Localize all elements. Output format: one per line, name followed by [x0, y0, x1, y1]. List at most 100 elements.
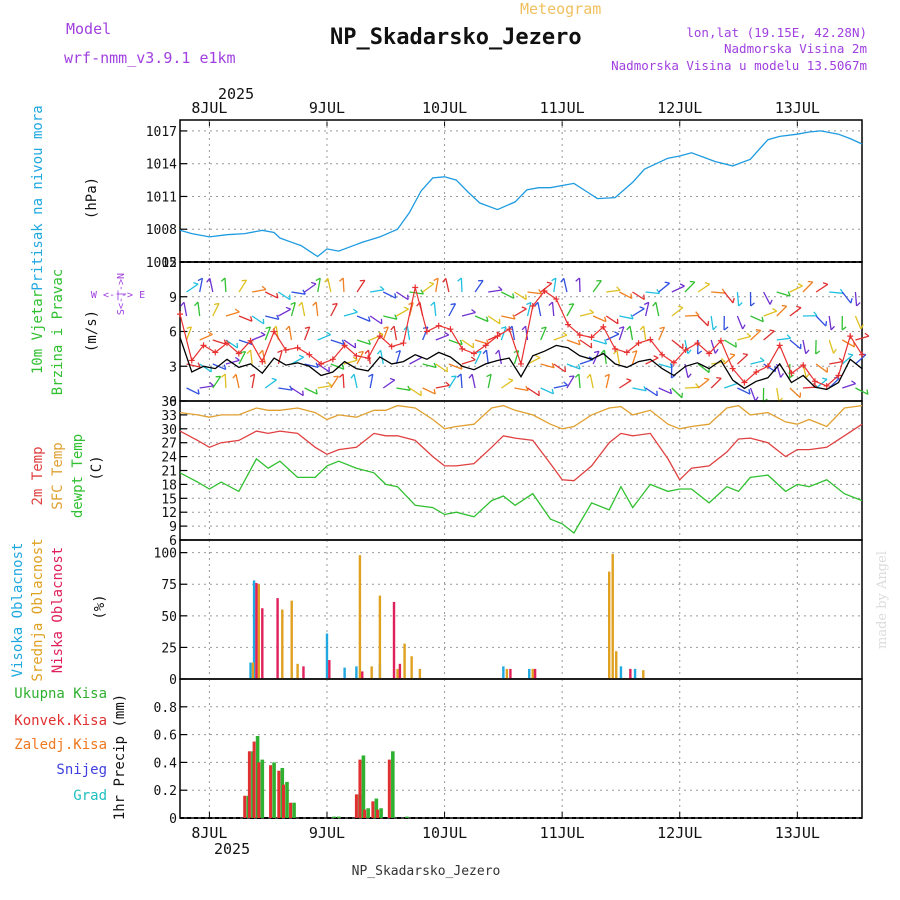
wind-gust-marker [447, 326, 454, 333]
wind-barb [579, 312, 594, 317]
wind-barb [563, 278, 568, 293]
wind-gust-marker [588, 334, 595, 341]
wind-barb [448, 339, 463, 346]
precip-bar-conv [282, 784, 286, 818]
wind-barb-tick [805, 349, 810, 355]
wind-barb-tick [562, 332, 568, 336]
wind-gust-marker [482, 342, 489, 349]
wind-barb [186, 283, 199, 293]
wind-barb [605, 374, 610, 389]
wind-barb-tick [781, 304, 787, 307]
footer-station: NP_Skadarsko_Jezero [352, 864, 501, 879]
wind-barb-tick [616, 286, 621, 291]
wind-barb-tick [626, 325, 631, 331]
wind-barb [301, 302, 306, 317]
cloud-bar-mid [290, 600, 293, 679]
cloud-bar-low [255, 582, 258, 679]
wind-barb-tick [459, 339, 463, 345]
cloud-bar-high [252, 580, 256, 679]
precip-bar-total [405, 816, 409, 818]
wind-barb [643, 326, 647, 341]
temp-ytick-label: 6 [169, 534, 177, 549]
wind-barb [212, 363, 226, 371]
wind-barb [317, 363, 330, 373]
wind-barb [225, 359, 240, 365]
wind-gust-marker [823, 382, 830, 389]
wind-barb [723, 354, 736, 365]
wind-barb-tick [643, 294, 645, 300]
wind-barb [671, 339, 684, 350]
wind-barb [303, 326, 311, 341]
wind-barb-tick [780, 373, 785, 378]
wind-barb-tick [220, 277, 226, 282]
wind-gust-marker [376, 333, 383, 340]
wind-barb-tick [180, 301, 185, 307]
wind-barb [330, 363, 345, 370]
precip-bar-total [336, 816, 341, 818]
wind-barb-tick [526, 301, 532, 306]
precip-ytick-label: 0.8 [154, 701, 177, 716]
wind-gust-marker [682, 347, 689, 354]
wind-barb-tick [271, 377, 277, 381]
wind-barbs [180, 277, 870, 403]
wind-barb-tick [677, 305, 684, 309]
wind-barb [619, 315, 634, 320]
wind-barb [445, 278, 450, 293]
precip-legend-conv: Konvek.Kisa [14, 713, 107, 729]
wind-gust-marker [224, 340, 231, 347]
wind-barb-tick [376, 349, 382, 355]
wind-barb [658, 363, 673, 369]
cloud-bar-high [249, 662, 252, 679]
wind-barb [763, 291, 771, 305]
wind-barb [684, 339, 689, 354]
pressure-ytick-label: 1005 [146, 256, 177, 271]
cloud-bar-low [361, 671, 364, 679]
wind-barb-tick [707, 320, 710, 326]
wind-barb [724, 382, 738, 389]
cloud-bar-mid [378, 595, 382, 679]
wind-barb-tick [687, 349, 692, 355]
wind-barb [697, 378, 710, 389]
wind-barb-tick [512, 293, 515, 299]
wind-barb [527, 357, 541, 365]
wind-gust-marker [400, 340, 407, 347]
wind-barb-tick [276, 293, 279, 299]
cloud-bar-mid [396, 668, 399, 679]
wind-barb-tick [223, 364, 227, 370]
wind-barb-tick [433, 362, 437, 368]
wind-barb [658, 387, 672, 395]
wind-barb [343, 311, 358, 317]
precip-bar-conv [269, 765, 273, 818]
wind-barb [553, 384, 568, 389]
wind-gust-marker [318, 360, 325, 367]
wind-barb-tick [352, 308, 358, 313]
wind-barb [776, 291, 791, 297]
wind-barb [789, 339, 802, 350]
wind-barb [815, 363, 828, 373]
wind-barb [471, 374, 476, 389]
wind-barb [435, 334, 450, 341]
wind-barb [736, 354, 749, 365]
wind-barb-tick [593, 350, 600, 354]
precip-ytick-label: 0 [169, 812, 177, 827]
bottom-tick-label: 13JUL [775, 824, 820, 842]
cloud-bar-low [533, 668, 537, 679]
coords-text: lon,lat (19.15E, 42.28N) [686, 25, 867, 40]
wind-barb [461, 339, 474, 349]
wind-ytick-label: 3 [169, 360, 177, 375]
wind-barb [435, 384, 450, 389]
wind-barb-tick [600, 349, 605, 355]
wind-barb [579, 339, 592, 349]
cloud-bar-high [633, 668, 637, 679]
wind-gust-marker [329, 356, 336, 363]
wind-barb-tick [704, 377, 710, 381]
wind-barb [658, 326, 666, 341]
wind-barb [776, 305, 788, 317]
wind-barb-tick [456, 373, 462, 378]
wind-barb [737, 335, 752, 341]
wind-barb [224, 277, 227, 293]
precip-bar-conv [289, 802, 293, 818]
wind-barb-tick [738, 302, 743, 307]
